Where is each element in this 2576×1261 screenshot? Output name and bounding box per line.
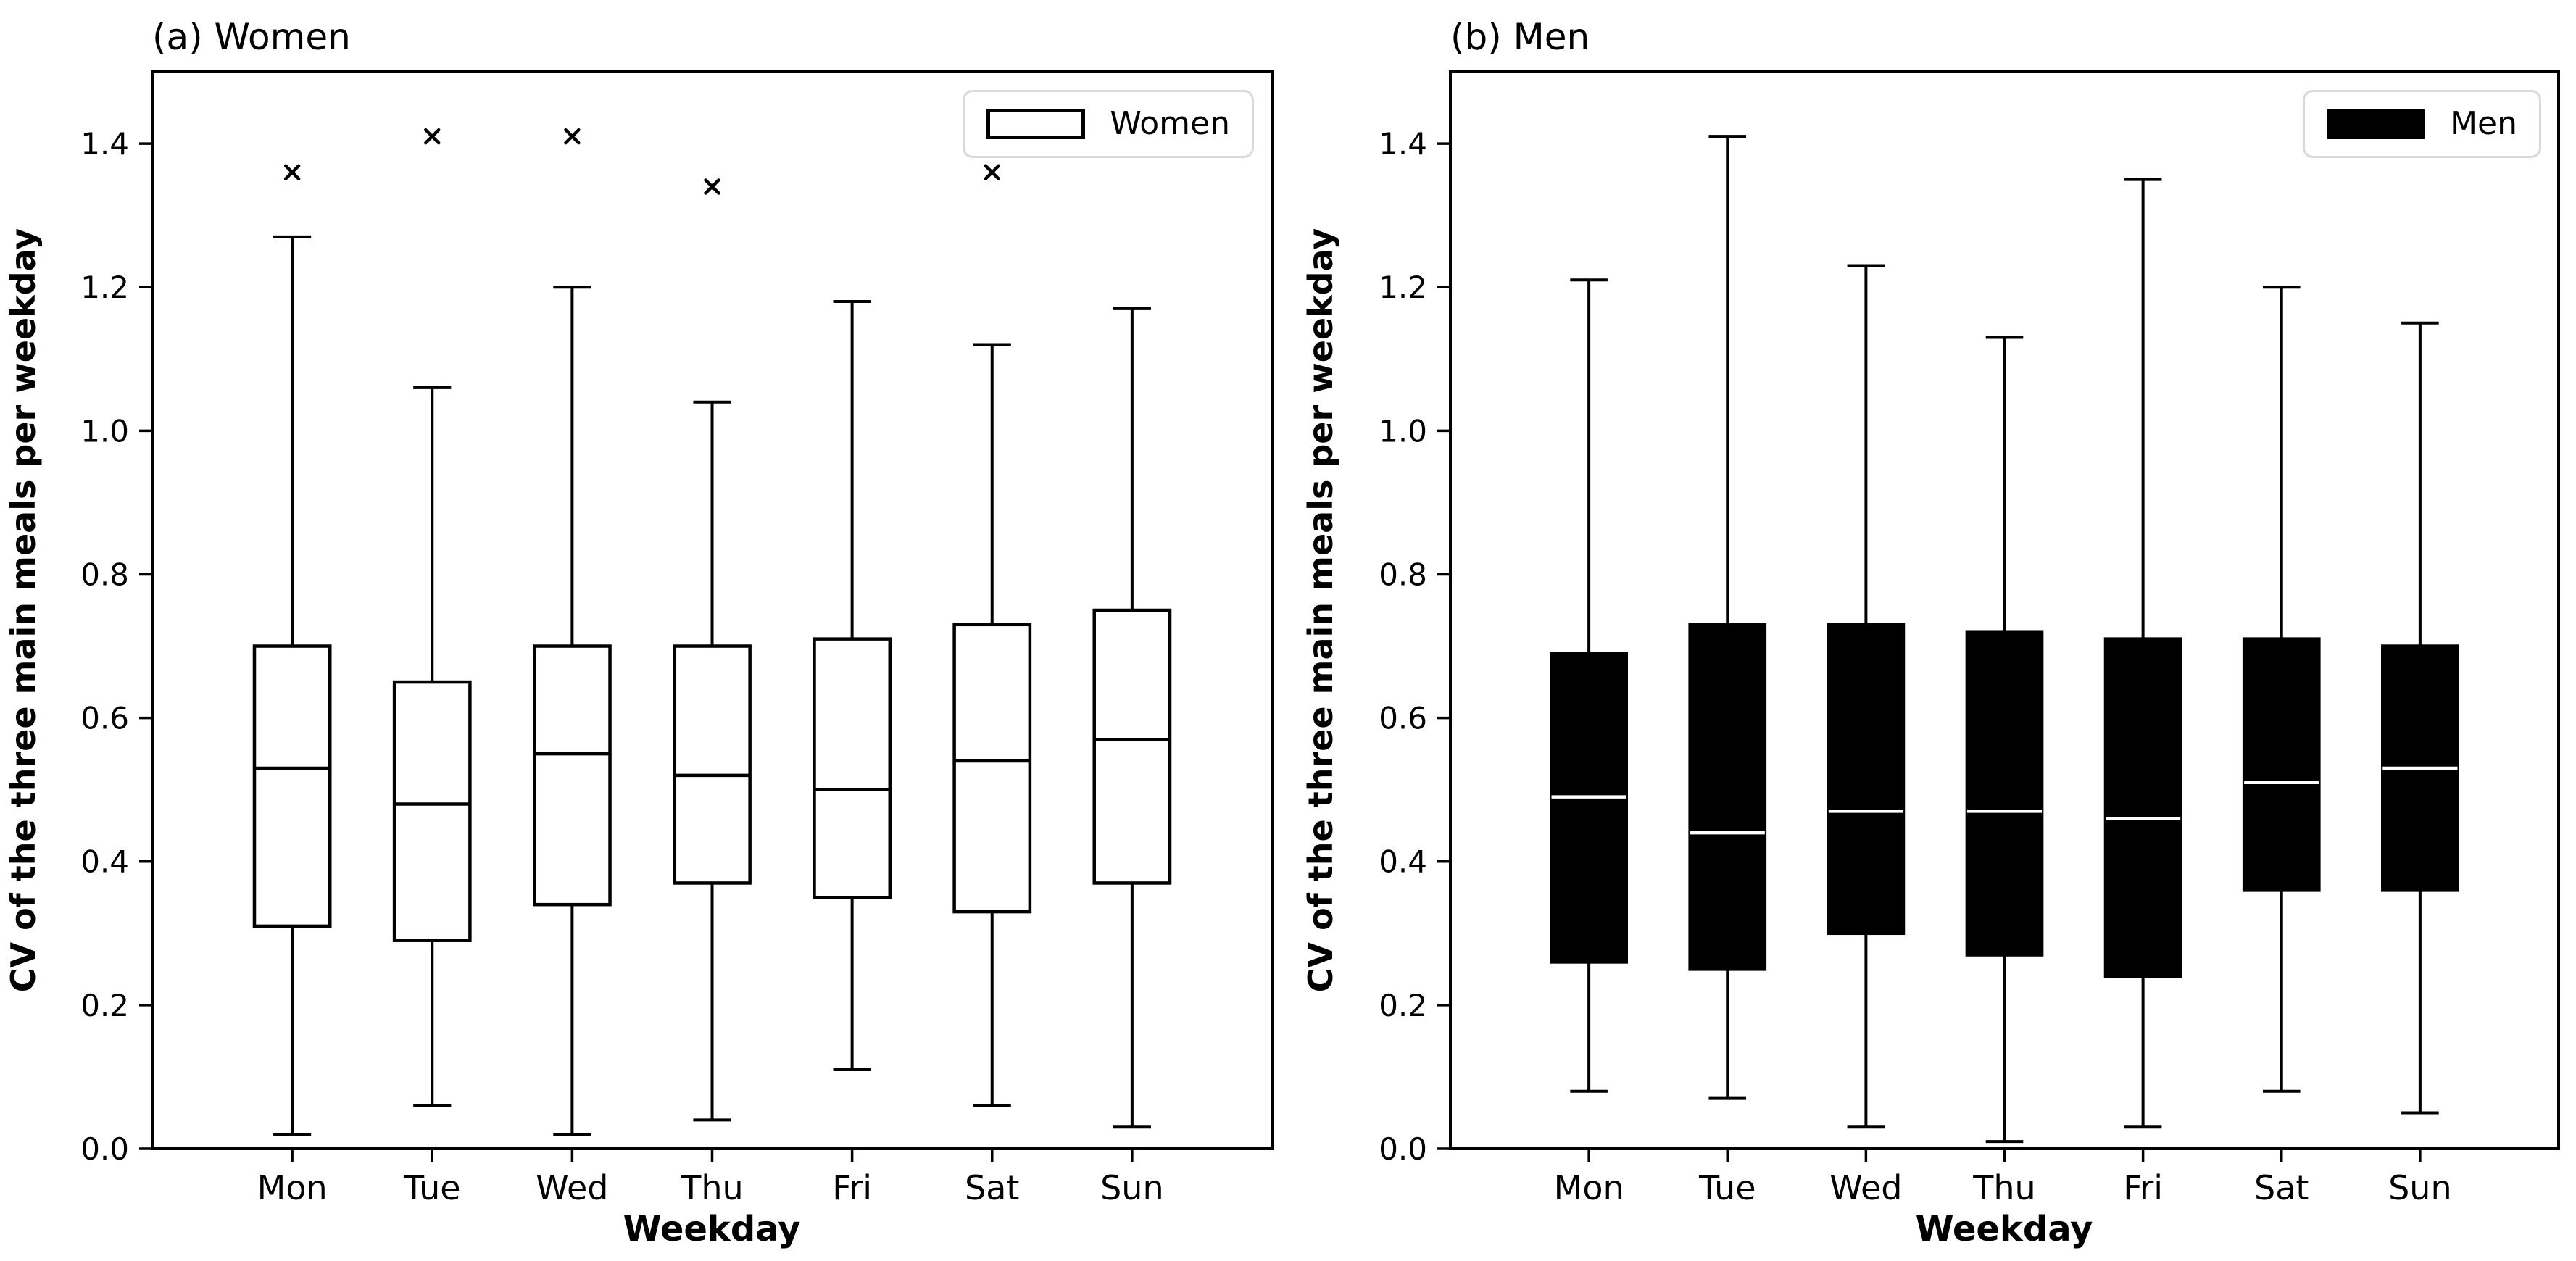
panel-women-xlabel: Weekday	[623, 1209, 801, 1249]
legend-men-swatch	[2327, 109, 2426, 139]
boxplot-men-mon	[1550, 278, 1628, 1093]
boxplot-women-fri	[813, 300, 892, 1072]
panel-women-boxes	[252, 128, 1172, 1136]
xtick-label-men-tue: Tue	[1698, 1168, 1756, 1207]
xtick-label-women-sun: Sun	[1100, 1168, 1164, 1207]
boxplot-men-fri	[2103, 178, 2182, 1129]
panel-women-xticks: Mon Tue Wed Thu Fri Sat Sun	[257, 1149, 1164, 1207]
panel-men-xticks: Mon Tue Wed Thu Fri Sat Sun	[1554, 1149, 2452, 1207]
xtick-label-women-thu: Thu	[680, 1168, 743, 1207]
boxplot-men-sun	[2381, 321, 2459, 1115]
xtick-label-women-wed: Wed	[536, 1168, 608, 1207]
box-iqr	[1550, 652, 1628, 964]
outlier-x-marker	[424, 128, 441, 145]
ytick-label-men-0.8: 0.8	[1379, 557, 1427, 592]
boxplot-women-mon	[252, 164, 332, 1136]
xtick-label-men-sat: Sat	[2254, 1168, 2309, 1207]
box-iqr	[1827, 623, 1906, 936]
panel-women-ylabel: CV of the three main meals per weekday	[4, 228, 43, 992]
ytick-label-men-1.4: 1.4	[1379, 126, 1427, 162]
legend-women-label: Women	[1110, 105, 1230, 142]
box-iqr	[392, 680, 472, 942]
box-iqr	[1688, 623, 1767, 971]
ytick-label-women-0: 0.0	[80, 1131, 129, 1167]
panel-men-boxes	[1550, 135, 2459, 1144]
panel-women-title: (a) Women	[152, 16, 351, 58]
xtick-label-men-wed: Wed	[1829, 1168, 1902, 1207]
ytick-label-women-0.4: 0.4	[80, 844, 129, 880]
ytick-label-men-0.6: 0.6	[1379, 701, 1427, 736]
box-iqr	[532, 644, 612, 907]
box-iqr	[813, 637, 892, 899]
box-iqr	[673, 644, 752, 885]
box-iqr	[1965, 630, 2044, 957]
ytick-label-men-0: 0.0	[1379, 1131, 1427, 1167]
xtick-label-men-fri: Fri	[2123, 1168, 2163, 1207]
legend-men-label: Men	[2450, 105, 2517, 142]
ytick-label-women-1.2: 1.2	[80, 270, 129, 305]
box-iqr	[952, 623, 1032, 914]
ytick-label-men-0.4: 0.4	[1379, 844, 1427, 880]
boxplot-men-tue	[1688, 135, 1767, 1100]
box-iqr	[252, 644, 332, 928]
boxplot-women-sat	[952, 164, 1032, 1107]
box-iqr	[2103, 637, 2182, 978]
boxplot-men-wed	[1827, 264, 1906, 1129]
xtick-label-women-mon: Mon	[257, 1168, 328, 1207]
boxplot-women-sun	[1092, 307, 1172, 1129]
panel-men: (b) Men 0.0 0.2 0.4 0.6 0.8 1.0 1.2 1.4 Mon Tue W…	[1301, 16, 2560, 1249]
xtick-label-men-sun: Sun	[2388, 1168, 2452, 1207]
panel-men-xlabel: Weekday	[1916, 1209, 2093, 1249]
ytick-label-women-1: 1.0	[80, 413, 129, 449]
panel-women-yticks: 0.0 0.2 0.4 0.6 0.8 1.0 1.2 1.4	[80, 126, 152, 1167]
boxplot-women-wed	[532, 128, 612, 1136]
ytick-label-men-0.2: 0.2	[1379, 988, 1427, 1023]
ytick-label-women-1.4: 1.4	[80, 126, 129, 162]
ytick-label-men-1.2: 1.2	[1379, 270, 1427, 305]
boxplot-men-thu	[1965, 336, 2044, 1144]
outlier-x-marker	[564, 128, 581, 145]
legend-men: Men	[2303, 90, 2541, 158]
outlier-x-marker	[283, 164, 301, 180]
panel-men-title: (b) Men	[1450, 16, 1590, 58]
ytick-label-women-0.6: 0.6	[80, 701, 129, 736]
panel-men-ylabel: CV of the three main meals per weekday	[1301, 228, 1340, 992]
legend-women-swatch	[986, 109, 1086, 139]
ytick-label-women-0.8: 0.8	[80, 557, 129, 592]
xtick-label-women-fri: Fri	[832, 1168, 872, 1207]
legend-women: Women	[963, 90, 1254, 158]
outlier-x-marker	[704, 178, 720, 195]
box-iqr	[2242, 637, 2321, 892]
panel-men-yticks: 0.0 0.2 0.4 0.6 0.8 1.0 1.2 1.4	[1379, 126, 1450, 1167]
xtick-label-women-sat: Sat	[965, 1168, 1019, 1207]
ytick-label-men-1: 1.0	[1379, 413, 1427, 449]
boxplot-women-thu	[673, 178, 752, 1122]
xtick-label-women-tue: Tue	[403, 1168, 461, 1207]
xtick-label-men-mon: Mon	[1554, 1168, 1624, 1207]
boxplot-men-sat	[2242, 286, 2321, 1093]
boxplot-women-tue	[392, 128, 472, 1107]
xtick-label-men-thu: Thu	[1972, 1168, 2035, 1207]
outlier-x-marker	[984, 164, 1000, 180]
box-iqr	[1092, 608, 1172, 885]
panel-women: (a) Women 0.0 0.2 0.4 0.6 0.8 1.0 1.2 1.4 Mon Tu…	[4, 16, 1274, 1249]
ytick-label-women-0.2: 0.2	[80, 988, 129, 1023]
